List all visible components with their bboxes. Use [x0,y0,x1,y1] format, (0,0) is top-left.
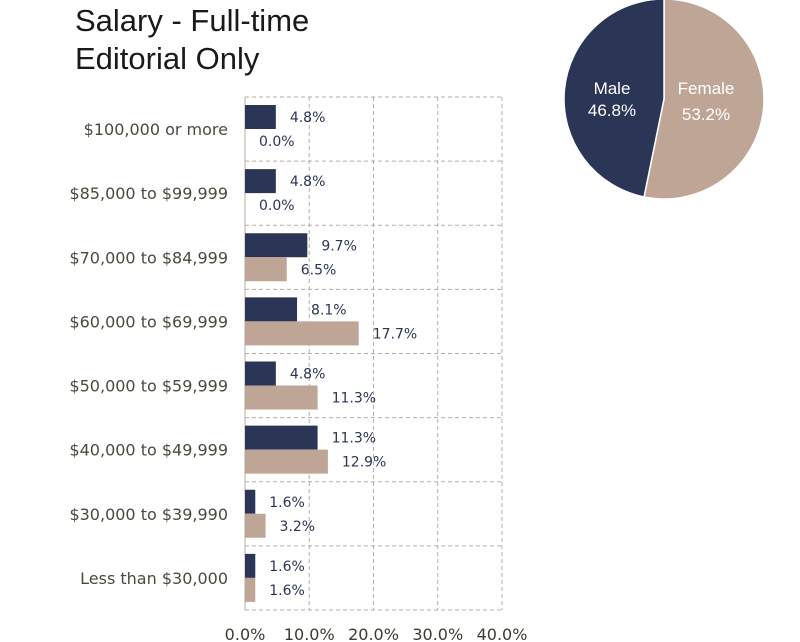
male-value-label: 1.6% [269,559,305,575]
category-label: $70,000 to $84,999 [69,248,228,267]
category-label: $50,000 to $59,999 [69,377,228,396]
male-value-label: 4.8% [290,174,326,190]
chart-title-line2: Editorial Only [75,41,260,76]
female-bar [245,385,318,410]
male-value-label: 9.7% [321,238,357,254]
male-bar [245,233,308,258]
female-value-label: 0.0% [259,198,295,214]
pie-label-female-value: 53.2% [682,105,730,124]
female-value-label: 6.5% [301,262,337,278]
category-label: Less than $30,000 [80,569,228,588]
male-value-label: 11.3% [332,431,376,447]
male-bar [245,425,318,450]
grid-layer [244,96,503,611]
x-tick-label: 0.0% [225,625,266,642]
female-value-label: 0.0% [259,134,295,150]
x-tick-label: 40.0% [477,625,528,642]
female-value-label: 12.9% [342,455,386,471]
female-value-label: 1.6% [269,583,305,599]
pie-label-female-name: Female [678,79,735,98]
x-tick-label: 20.0% [348,625,399,642]
category-label: $60,000 to $69,999 [69,312,228,331]
chart-title: Salary - Full-time Editorial Only [75,2,309,78]
female-value-label: 11.3% [332,391,376,407]
male-bar [245,489,256,514]
female-bar [245,449,328,474]
male-value-label: 1.6% [269,495,305,511]
category-label: $40,000 to $49,999 [69,441,228,460]
male-bar [245,105,276,129]
x-tick-label: 30.0% [412,625,463,642]
male-bar [245,297,298,322]
male-bar [245,553,256,578]
female-value-label: 3.2% [280,519,316,535]
chart-title-line1: Salary - Full-time [75,3,310,38]
category-label: $100,000 or more [84,120,228,139]
female-bar [245,257,287,282]
male-bar [245,361,276,386]
bar-layer [245,105,359,602]
female-bar [245,577,256,602]
pie-label-male-name: Male [594,79,631,98]
male-value-label: 4.8% [290,367,326,383]
female-bar [245,321,359,346]
male-value-label: 4.8% [290,110,326,126]
male-bar [245,169,276,194]
pie-slice-male [563,0,665,198]
category-label: $30,000 to $39,990 [69,505,228,524]
label-layer: 0.0% 10.0% 20.0% 30.0% 40.0% $100,000 or more… [69,110,527,642]
pie-label-male-value: 46.8% [588,101,636,120]
pie-chart: Male 46.8% Female 53.2% [563,0,765,200]
x-tick-label: 10.0% [284,625,335,642]
female-value-label: 17.7% [373,326,417,342]
female-bar [245,513,266,538]
male-value-label: 8.1% [311,302,347,318]
category-label: $85,000 to $99,999 [69,184,228,203]
pie-slice-female [643,0,765,200]
